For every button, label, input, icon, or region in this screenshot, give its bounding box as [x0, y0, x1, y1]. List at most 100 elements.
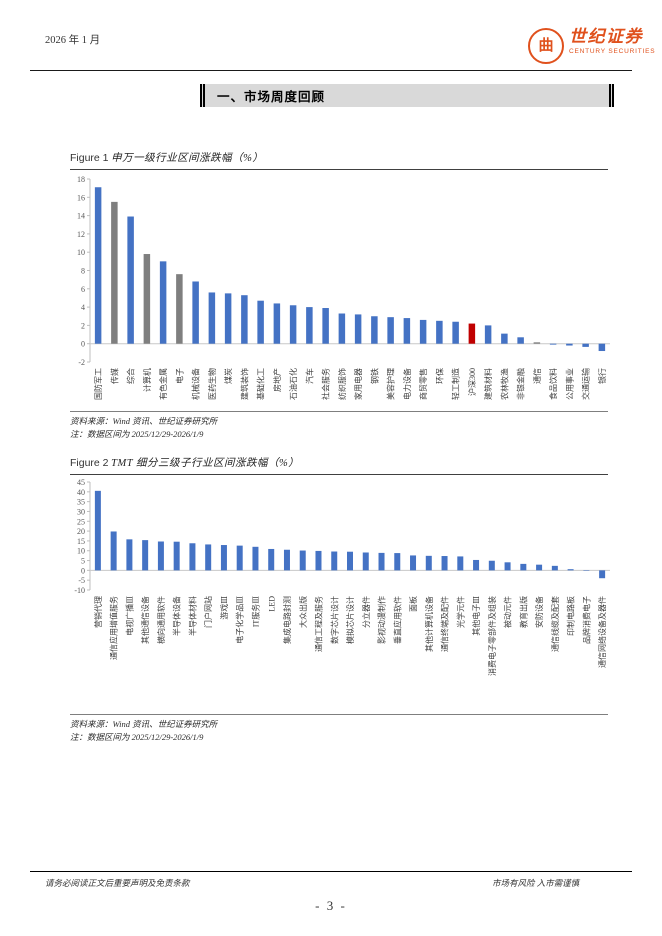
figure-2-source: 资料来源：Wind 资讯、世纪证券研究所: [70, 719, 218, 729]
category-label: 通信网络设备及器件: [597, 596, 607, 668]
bar: [176, 274, 183, 344]
figure-1-label: Figure 1: [70, 152, 109, 164]
bar: [111, 201, 118, 344]
y-tick-label: 30: [77, 507, 85, 516]
bar: [583, 570, 590, 571]
category-label: 国防军工: [93, 368, 103, 400]
category-label: 游戏Ⅲ: [219, 596, 229, 620]
bar: [452, 321, 459, 344]
bar: [241, 295, 248, 344]
y-tick-label: 12: [77, 230, 85, 239]
bar: [205, 544, 212, 571]
bar: [354, 314, 362, 344]
figure-1-chart: 18 16 14 12 10 8 6 4 2 0 -2 国防军工 传媒 综合 计算机 有色金属 电子 机械设备 医药…: [77, 175, 610, 400]
bar: [403, 318, 411, 344]
category-label: 光学元件: [455, 596, 465, 628]
category-label: 农林牧渔: [499, 368, 509, 400]
category-label: 教育出版: [518, 596, 528, 628]
y-tick-label: 40: [77, 488, 85, 497]
category-label: 营销代理: [93, 596, 103, 628]
bar: [273, 303, 281, 344]
category-label: 垂直应用软件: [392, 596, 402, 644]
bar: [533, 342, 541, 344]
bar: [599, 570, 606, 579]
bar: [504, 562, 511, 571]
bar: [520, 563, 527, 571]
bar: [299, 550, 306, 571]
category-label: 商贸零售: [418, 368, 428, 400]
bar: [501, 333, 508, 344]
bar: [394, 553, 401, 571]
figure-2-caption: TMT 细分三级子行业区间涨跌幅（%）: [111, 458, 300, 469]
bar: [322, 308, 329, 344]
logo-seal-glyph: 曲: [538, 37, 554, 54]
bar: [517, 337, 524, 344]
figure-1-source-block: 资料来源：Wind 资讯、世纪证券研究所 注：数据区间为 2025/12/29-…: [70, 411, 608, 441]
section-title: 一、市场周度回顾: [217, 90, 326, 104]
category-label: 通信: [532, 368, 542, 384]
category-label: 建筑材料: [483, 368, 493, 400]
bar: [566, 343, 573, 346]
category-label: 家用电器: [353, 368, 363, 400]
y-tick-label: -5: [78, 576, 85, 585]
header-divider: [30, 70, 632, 71]
bar: [473, 559, 480, 571]
category-label: 消费电子零部件及组装: [487, 596, 497, 676]
bar: [436, 320, 443, 344]
bar: [347, 551, 353, 571]
bar: [410, 555, 417, 571]
figure-1-note: 注：数据区间为 2025/12/29-2026/1/9: [70, 429, 204, 440]
y-tick-label: 18: [77, 175, 85, 184]
y-tick-label: 10: [77, 547, 85, 556]
bar: [306, 307, 313, 344]
category-label: 大众出版: [298, 596, 308, 628]
category-label: 品牌消费电子: [581, 596, 591, 644]
page-number: - 3 -: [315, 898, 347, 913]
company-logo: 曲 世纪证券 CENTURY SECURITIES: [528, 26, 655, 64]
category-label: 基础化工: [256, 368, 266, 400]
bar: [208, 292, 216, 344]
bar: [331, 551, 338, 571]
category-label: 电视广播Ⅲ: [124, 596, 134, 636]
bar: [419, 319, 427, 344]
category-label: 机械设备: [191, 368, 201, 400]
category-label: 模拟芯片设计: [345, 596, 355, 644]
category-label: 汽车: [304, 368, 314, 384]
logo-company-name: 世纪证券: [569, 27, 643, 46]
bar: [110, 531, 117, 571]
category-label: 环保: [434, 368, 444, 384]
category-label: 钢铁: [369, 368, 379, 384]
category-label: 半导体设备: [172, 596, 182, 636]
category-label: 面板: [408, 596, 418, 612]
bar: [189, 543, 196, 571]
y-tick-label: 35: [77, 498, 85, 507]
figure-1-title: Figure 1 申万一级行业区间涨跌幅（%）: [70, 150, 608, 170]
category-label: 通信终端及配件: [440, 596, 450, 652]
category-label: IT服务Ⅲ: [250, 596, 260, 628]
category-label: 电子化学品Ⅲ: [235, 596, 245, 644]
category-label: 公用事业: [564, 368, 574, 400]
bar: [468, 323, 476, 344]
report-date: 2026 年 1 月: [45, 35, 101, 46]
y-tick-label: 2: [81, 321, 85, 330]
bar: [94, 187, 102, 344]
bar: [283, 549, 290, 571]
bar: [157, 541, 164, 571]
bar: [142, 540, 149, 571]
category-label: 纺织服饰: [337, 368, 347, 400]
y-tick-label: 0: [81, 340, 85, 349]
figure-2-label: Figure 2: [70, 457, 109, 469]
bar: [257, 300, 264, 344]
category-label: 非银金融: [516, 368, 526, 400]
bar: [567, 569, 574, 571]
y-tick-label: -2: [78, 358, 85, 367]
category-label: 影视动漫制作: [377, 596, 387, 644]
y-tick-label: 4: [81, 303, 85, 312]
category-label: 交通运输: [581, 368, 591, 400]
category-label: 综合: [126, 368, 136, 384]
footer-divider: [30, 871, 632, 872]
bar: [289, 305, 297, 344]
bar: [549, 343, 557, 345]
bar: [224, 293, 232, 344]
